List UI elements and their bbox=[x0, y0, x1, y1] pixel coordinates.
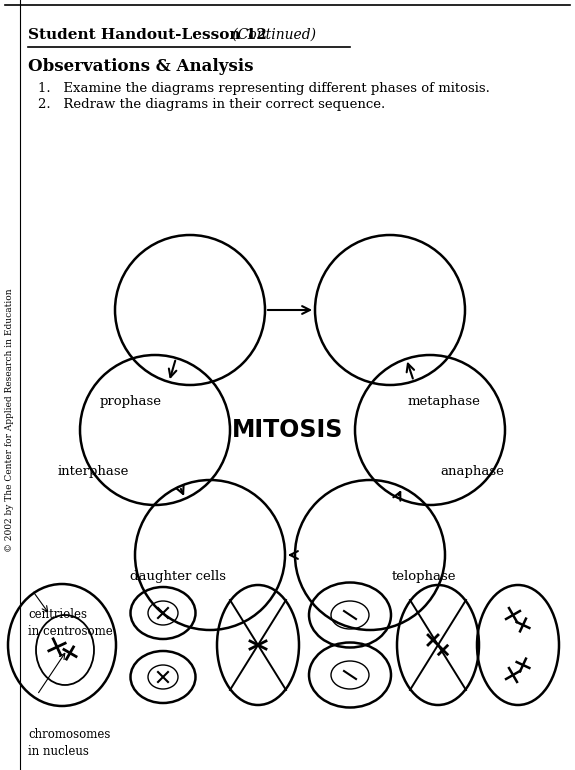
Text: Student Handout-Lesson 12: Student Handout-Lesson 12 bbox=[28, 28, 267, 42]
Text: daughter cells: daughter cells bbox=[130, 570, 226, 583]
Text: telophase: telophase bbox=[392, 570, 457, 583]
Text: MITOSIS: MITOSIS bbox=[232, 418, 344, 442]
Text: © 2002 by The Center for Applied Research in Education: © 2002 by The Center for Applied Researc… bbox=[6, 288, 14, 552]
Text: (Continued): (Continued) bbox=[228, 28, 316, 42]
Text: centrioles
in centrosome: centrioles in centrosome bbox=[28, 608, 113, 638]
Text: metaphase: metaphase bbox=[408, 395, 481, 408]
Text: prophase: prophase bbox=[100, 395, 162, 408]
Text: interphase: interphase bbox=[58, 465, 129, 478]
Text: 2.   Redraw the diagrams in their correct sequence.: 2. Redraw the diagrams in their correct … bbox=[38, 98, 385, 111]
Text: anaphase: anaphase bbox=[440, 465, 504, 478]
Text: 1.   Examine the diagrams representing different phases of mitosis.: 1. Examine the diagrams representing dif… bbox=[38, 82, 490, 95]
Text: chromosomes
in nucleus: chromosomes in nucleus bbox=[28, 728, 110, 758]
Text: Observations & Analysis: Observations & Analysis bbox=[28, 58, 254, 75]
